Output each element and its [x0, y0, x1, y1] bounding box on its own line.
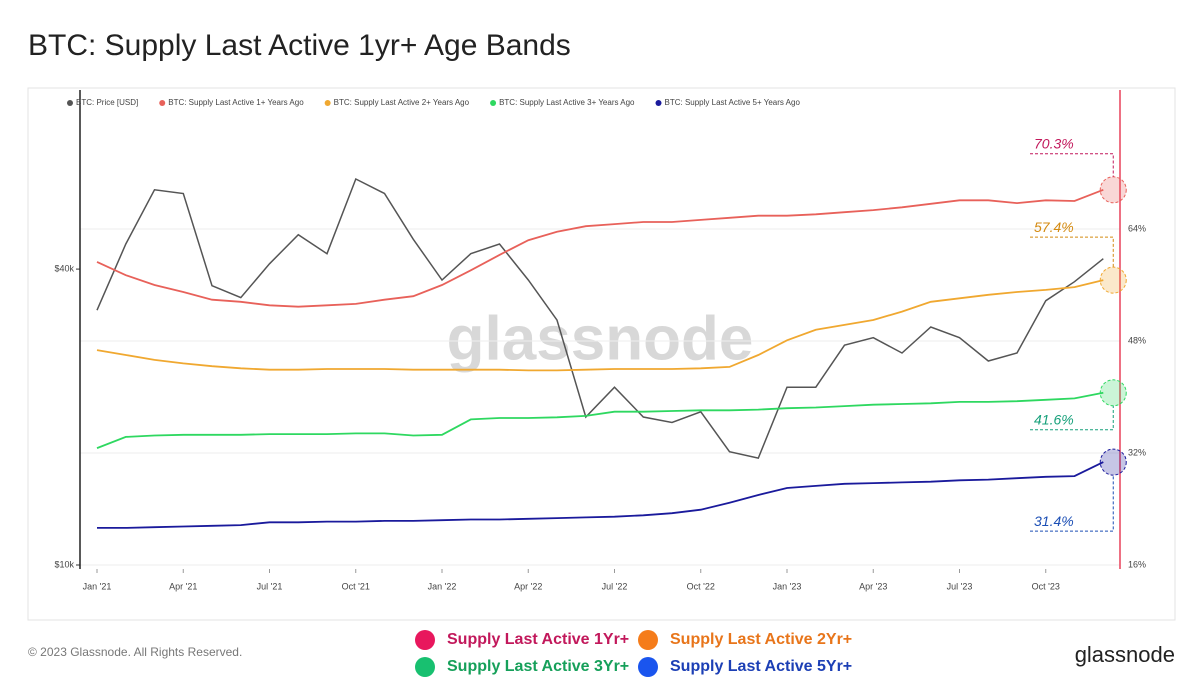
legend-label: BTC: Supply Last Active 5+ Years Ago: [665, 98, 801, 107]
key-label: Supply Last Active 2Yr+: [670, 631, 852, 648]
y-tick-label: $40k: [54, 263, 74, 273]
legend-marker: [67, 100, 73, 106]
y2-tick-label: 64%: [1128, 223, 1146, 233]
legend-label: BTC: Supply Last Active 3+ Years Ago: [499, 98, 635, 107]
endpoint-circle: [1099, 379, 1127, 407]
legend-label: BTC: Price [USD]: [76, 98, 138, 107]
endpoint-circle: [1099, 266, 1127, 294]
series-line: [96, 177, 1104, 459]
brand: glassnode: [1075, 642, 1175, 667]
x-tick-label: Jul '22: [602, 581, 628, 591]
endpoint-circle: [1099, 448, 1127, 476]
legend-marker: [159, 100, 166, 106]
key-marker: [415, 657, 435, 677]
x-tick-label: Apr '21: [169, 581, 197, 591]
y2-tick-label: 32%: [1128, 447, 1146, 457]
x-tick-label: Oct '23: [1032, 581, 1060, 591]
key-marker: [638, 657, 658, 677]
x-tick-label: Oct '22: [687, 581, 715, 591]
x-tick-label: Jan '21: [83, 581, 112, 591]
x-tick-label: Jul '23: [947, 581, 973, 591]
x-tick-label: Jul '21: [257, 581, 283, 591]
y2-tick-label: 48%: [1128, 335, 1146, 345]
series-line: [96, 279, 1104, 372]
key-label: Supply Last Active 3Yr+: [447, 658, 629, 675]
annotation: 57.4%: [1034, 219, 1074, 235]
legend-marker: [324, 100, 331, 106]
x-tick-label: Jan '22: [428, 581, 457, 591]
series-line: [96, 188, 1104, 308]
x-tick-label: Oct '21: [342, 581, 370, 591]
endpoint-circle: [1099, 176, 1127, 204]
annotation-leader: [1030, 405, 1114, 431]
annotation: 41.6%: [1034, 412, 1074, 428]
annotation-leader: [1030, 236, 1114, 268]
chart-title: BTC: Supply Last Active 1yr+ Age Bands: [28, 29, 571, 62]
annotation-leader: [1030, 475, 1114, 532]
legend-label: BTC: Supply Last Active 2+ Years Ago: [334, 98, 470, 107]
legend-label: BTC: Supply Last Active 1+ Years Ago: [168, 98, 304, 107]
legend-marker: [655, 100, 662, 106]
x-tick-label: Apr '23: [859, 581, 887, 591]
series-line: [96, 391, 1104, 449]
key-marker: [415, 630, 435, 650]
key-label: Supply Last Active 5Yr+: [670, 658, 852, 675]
legend-marker: [490, 100, 497, 106]
annotation: 70.3%: [1034, 136, 1074, 152]
y2-tick-label: 16%: [1128, 559, 1146, 569]
annotation: 31.4%: [1034, 513, 1074, 529]
y-tick-label: $10k: [54, 559, 74, 569]
annotation-leader: [1030, 153, 1114, 177]
x-tick-label: Apr '22: [514, 581, 542, 591]
key-label: Supply Last Active 1Yr+: [447, 631, 629, 648]
copyright: © 2023 Glassnode. All Rights Reserved.: [28, 645, 242, 659]
chart-frame: [27, 87, 1176, 621]
watermark: glassnode: [447, 304, 754, 373]
series-line: [97, 461, 1104, 529]
key-marker: [638, 630, 658, 650]
x-tick-label: Jan '23: [773, 581, 802, 591]
